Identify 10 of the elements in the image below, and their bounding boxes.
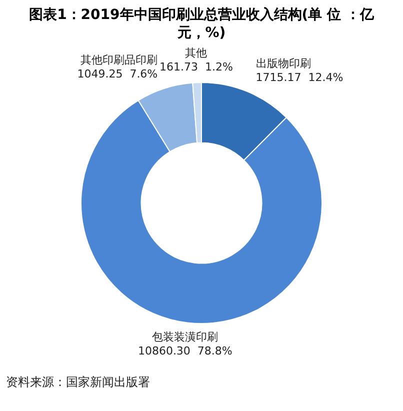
data-label: 1715.17 12.4% xyxy=(256,71,344,84)
text: 资料来源：国家新闻出版署 xyxy=(5,374,151,391)
slice-label: 出版物印刷 xyxy=(256,57,311,70)
data-label: 161.73 1.2% xyxy=(160,60,233,74)
data-label: 1049.25 7.6% xyxy=(77,67,158,80)
slice-label: 包装装潢印刷 xyxy=(152,330,218,344)
data-label: 10860.30 78.8% xyxy=(138,344,232,358)
slice-label: 其他印刷品印刷 xyxy=(80,53,158,66)
chart-title: 图表1：2019年中国印刷业总营业收入结构(单 位 ：亿元，%) xyxy=(28,6,375,42)
slice-label: 其他 xyxy=(185,46,208,60)
